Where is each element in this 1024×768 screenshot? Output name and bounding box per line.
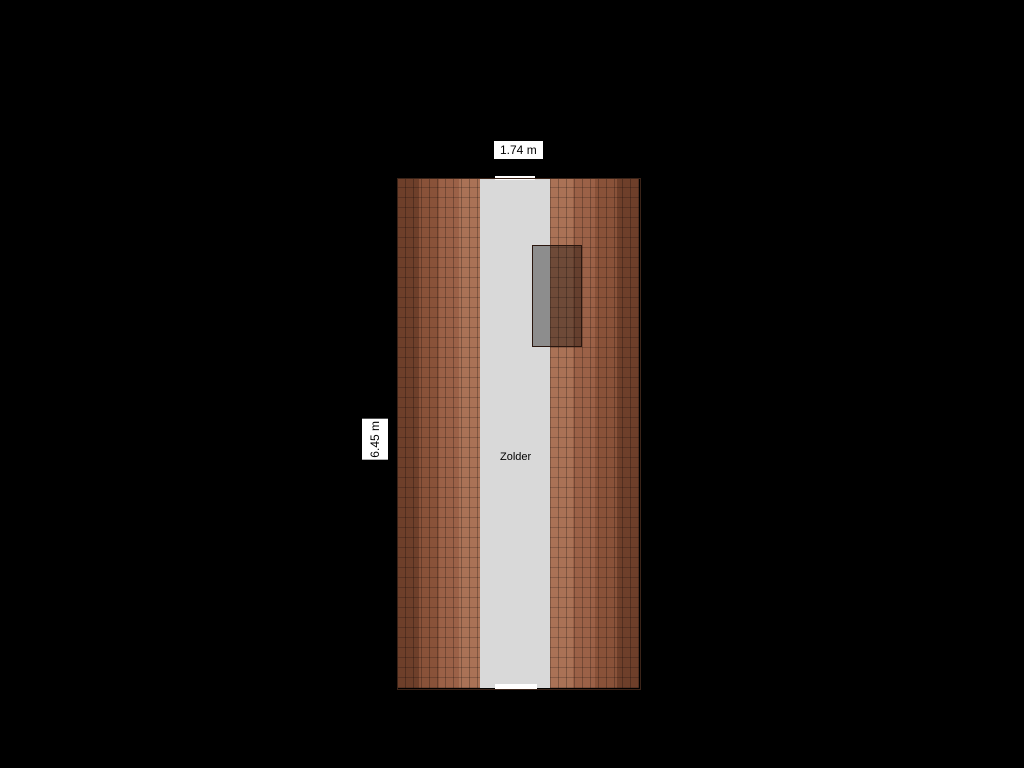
dimension-left: 6.45 m	[362, 419, 388, 460]
wall-gap-top	[495, 176, 535, 180]
dimension-top: 1.74 m	[494, 141, 543, 159]
wall-gap-bottom	[495, 684, 537, 690]
room-label-zolder: Zolder	[500, 451, 531, 463]
roof-left	[397, 178, 480, 688]
roof-skylight	[532, 245, 582, 347]
